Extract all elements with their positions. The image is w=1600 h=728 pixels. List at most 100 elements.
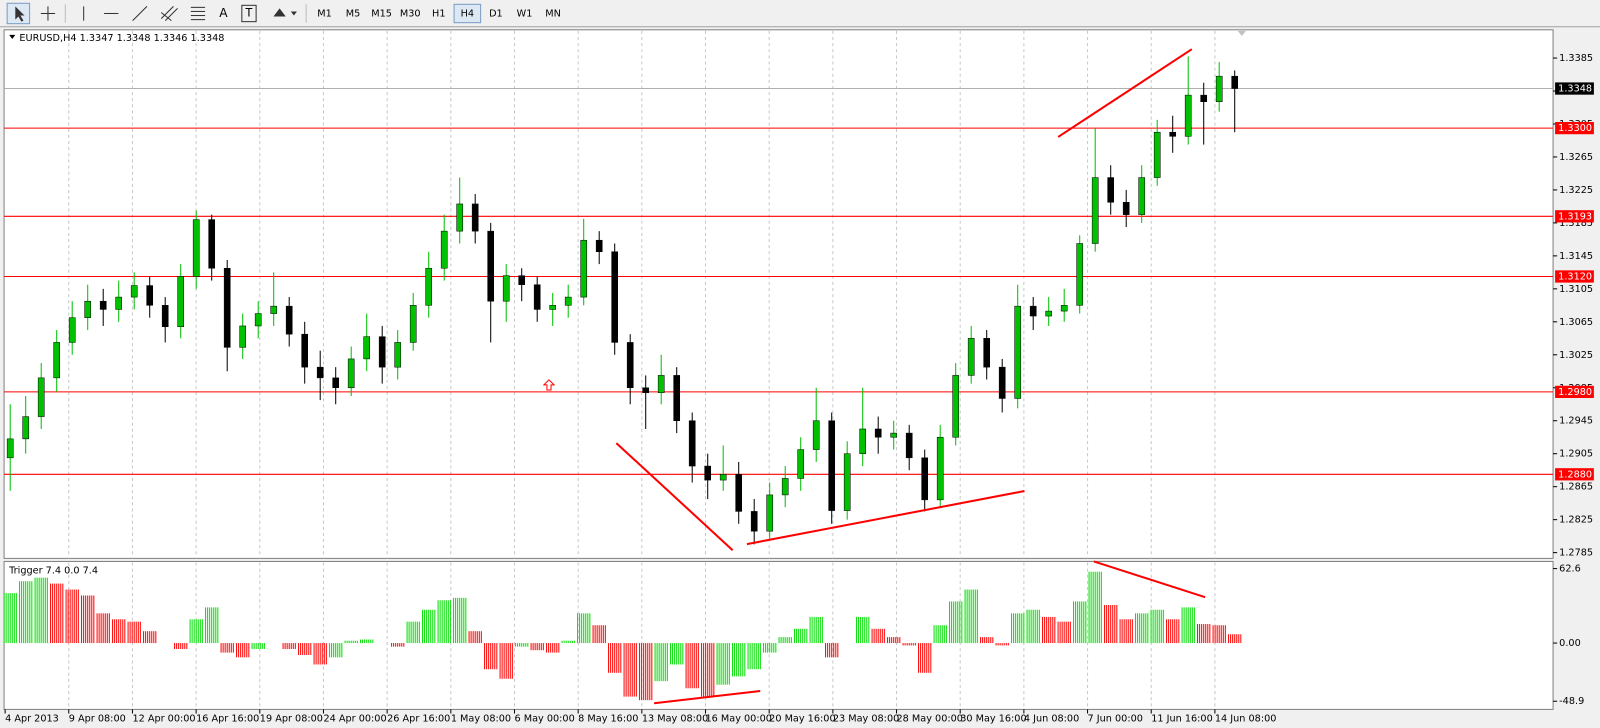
candle-body (735, 474, 743, 512)
timeframe-label[interactable]: W1 (517, 8, 533, 19)
candle-body (1045, 310, 1053, 317)
symbol-line: EURUSD,H4 1.3347 1.3348 1.3346 1.3348 (19, 33, 224, 44)
button-frame (396, 4, 424, 23)
candle-body (347, 358, 355, 389)
level-label: 1.2880 (1558, 469, 1592, 480)
candle-body (192, 219, 200, 277)
candle-body (518, 275, 526, 285)
candle-body (704, 465, 712, 481)
candle-body (549, 305, 557, 310)
x-tick-label: 4 Jun 08:00 (1024, 714, 1079, 725)
axes: 1.33851.33451.33051.32651.32251.31851.31… (4, 53, 1594, 725)
candle-body (177, 276, 185, 328)
candle-body (6, 438, 14, 459)
candle-body (905, 432, 913, 459)
candle-body (332, 377, 340, 389)
candle-body (223, 267, 231, 348)
timeframe-label[interactable]: D1 (489, 8, 503, 19)
timeframe-button[interactable]: H1 (425, 4, 453, 23)
x-tick-label: 20 May 16:00 (769, 714, 835, 725)
x-tick-label: 1 May 08:00 (451, 714, 511, 725)
candle-body (750, 511, 758, 532)
timeframe-button[interactable]: M15 (368, 4, 395, 23)
candle-body (580, 239, 588, 298)
timeframe-button[interactable]: W1 (511, 4, 538, 23)
y-tick-label: 1.2865 (1559, 482, 1593, 493)
level-label-box (1555, 270, 1594, 283)
arrows-tool[interactable] (273, 8, 297, 17)
cursor-tool[interactable] (6, 2, 31, 25)
levels (4, 88, 1554, 475)
timeframe-button[interactable]: M1 (311, 4, 338, 23)
level-label-box (1555, 385, 1594, 399)
level-label-box (1555, 468, 1594, 481)
candle-body (564, 296, 572, 306)
candle-body (130, 285, 138, 298)
candle-body (1169, 131, 1177, 137)
candle-body (595, 239, 603, 253)
candle-body (239, 325, 247, 348)
candle-body (797, 449, 805, 479)
candle-body (673, 375, 681, 421)
candle-body (642, 387, 650, 393)
timeframe-button[interactable]: H4 (453, 3, 482, 24)
x-tick-label: 16 Apr 16:00 (196, 714, 259, 725)
channel-tool[interactable] (160, 5, 178, 22)
candle-body (719, 474, 727, 481)
timeframe-label[interactable]: M5 (346, 8, 361, 19)
x-tick-label: 12 Apr 00:00 (132, 714, 195, 725)
text-label-tool[interactable]: A (219, 6, 228, 20)
candle-body (146, 285, 154, 306)
y-tick-label: 1.3025 (1559, 350, 1593, 361)
candle-body (766, 494, 774, 532)
timeframe-button[interactable]: M5 (339, 4, 367, 23)
candle-body (1029, 305, 1037, 317)
candle-body (301, 333, 309, 368)
timeframe-label[interactable]: M15 (371, 8, 392, 19)
button-frame (339, 4, 367, 23)
candle-body (456, 203, 464, 232)
candle-body (1122, 202, 1130, 215)
candle-body (967, 338, 975, 376)
fibo-tool[interactable] (190, 6, 206, 21)
y-tick-label: 1.3385 (1559, 53, 1593, 64)
histogram (3, 571, 1242, 701)
level-label: 1.3120 (1558, 271, 1592, 282)
timeframe-label[interactable]: H1 (432, 8, 445, 19)
timeframe-label[interactable]: MN (545, 8, 561, 19)
last-price-label: 1.3348 (1558, 84, 1592, 95)
candle-body (1138, 177, 1146, 215)
candle-body (254, 313, 262, 327)
candle-body (363, 336, 371, 360)
timeframe-button[interactable]: M30 (396, 4, 424, 23)
button-frame (482, 4, 510, 23)
x-tick-label: 8 May 16:00 (578, 714, 638, 725)
candle-body (998, 366, 1006, 399)
indicator-label: Trigger 7.4 0.0 7.4 (8, 566, 98, 577)
timeframe-button[interactable]: D1 (482, 4, 510, 23)
level-label: 1.2980 (1558, 387, 1592, 398)
menu-triangle (9, 34, 16, 39)
trendlines (615, 48, 1206, 705)
crosshair-tool[interactable] (40, 6, 56, 21)
candle-body (952, 375, 960, 438)
x-tick-label: 19 Apr 08:00 (260, 714, 323, 725)
candle-body (611, 251, 619, 343)
candle-body (812, 420, 820, 450)
x-tick-label: 16 May 00:00 (706, 714, 772, 725)
x-tick-label: 13 May 08:00 (642, 714, 708, 725)
candle-body (115, 296, 123, 310)
arrow-marker (542, 379, 556, 391)
timeframe-label[interactable]: H4 (461, 8, 474, 19)
timeframe-label[interactable]: M30 (400, 8, 421, 19)
candle-body (1184, 94, 1192, 137)
candle-body (1200, 94, 1208, 102)
timeframe-button[interactable]: MN (539, 4, 567, 23)
timeframe-bar: M1 M5 M15 M30 H1 H4 D1 W1 MN (311, 3, 567, 24)
candle-body (1231, 75, 1239, 89)
timeframe-label[interactable]: M1 (317, 8, 332, 19)
trendline-tool[interactable] (132, 5, 148, 21)
x-tick-label: 4 Apr 2013 (5, 714, 59, 725)
candle-body (626, 342, 634, 389)
text-tool[interactable]: T (245, 6, 253, 19)
